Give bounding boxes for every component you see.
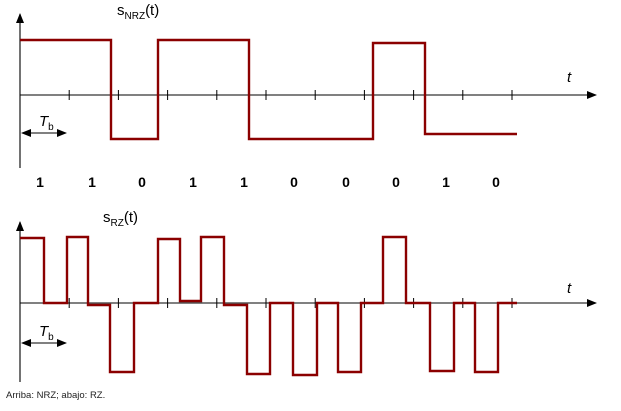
bit-label: 1 — [189, 174, 197, 190]
bit-label: 1 — [442, 174, 450, 190]
nrz-axis-label: t — [567, 69, 572, 86]
bit-label: 0 — [342, 174, 350, 190]
bit-sequence: 1 1 0 1 1 0 0 0 1 0 — [36, 174, 500, 190]
nrz-panel: sNRZ(t) t Tb 1 1 0 1 1 0 0 0 1 0 — [16, 2, 597, 190]
nrz-tick-marks — [68, 90, 513, 100]
bit-label: 0 — [290, 174, 298, 190]
rz-axis-label: t — [567, 280, 572, 297]
bit-label: 0 — [392, 174, 400, 190]
bit-label: 0 — [492, 174, 500, 190]
bit-label: 0 — [138, 174, 146, 190]
nrz-waveform — [20, 38, 517, 141]
bit-label: 1 — [36, 174, 44, 190]
rz-waveform — [20, 235, 517, 377]
figure-caption: Arriba: NRZ; abajo: RZ. — [6, 390, 106, 401]
rz-panel: sRZ(t) t Tb — [16, 209, 597, 382]
bit-label: 1 — [240, 174, 248, 190]
nrz-title: sNRZ(t) — [117, 2, 159, 22]
rz-title: sRZ(t) — [103, 209, 138, 229]
nrz-period-label: Tb — [39, 113, 54, 133]
bit-label: 1 — [88, 174, 96, 190]
rz-period-label: Tb — [39, 323, 54, 343]
